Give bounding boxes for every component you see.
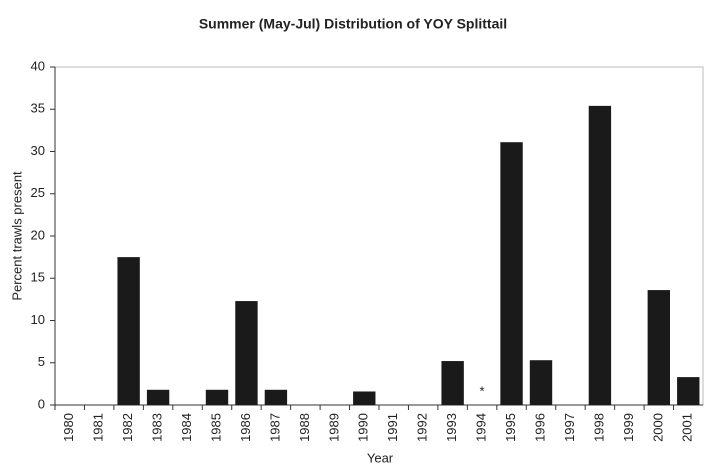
y-axis-label: Percent trawls present <box>9 171 24 301</box>
chart-title: Summer (May-Jul) Distribution of YOY Spl… <box>199 16 507 32</box>
bar <box>677 377 700 405</box>
bar <box>235 301 258 405</box>
x-tick-label: 2000 <box>650 413 665 442</box>
x-tick-label: 1999 <box>621 413 636 442</box>
bar <box>647 290 671 405</box>
y-tick-label: 25 <box>31 185 45 200</box>
x-tick-label: 1984 <box>179 413 194 442</box>
bar <box>264 389 288 405</box>
x-tick-label: 1982 <box>120 413 135 442</box>
bar <box>117 257 140 405</box>
bar <box>529 360 553 405</box>
bar <box>588 105 612 406</box>
bar <box>441 361 464 405</box>
x-tick-label: 1986 <box>238 413 253 442</box>
y-tick-label: 10 <box>31 312 45 327</box>
x-tick-label: 1991 <box>385 413 400 442</box>
y-tick-label: 0 <box>38 396 45 411</box>
x-tick-label: 1988 <box>297 413 312 442</box>
x-tick-label: 1994 <box>474 413 489 442</box>
y-tick-label: 5 <box>38 354 45 369</box>
y-tick-label: 20 <box>31 227 45 242</box>
x-tick-label: 1987 <box>267 413 282 442</box>
y-tick-label: 15 <box>31 270 45 285</box>
x-tick-label: 1989 <box>326 413 341 442</box>
x-tick-label: 1997 <box>562 413 577 442</box>
bar <box>500 142 523 405</box>
x-tick-label: 1990 <box>356 413 371 442</box>
x-tick-label: 1995 <box>503 413 518 442</box>
y-tick-label: 30 <box>31 143 45 158</box>
x-tick-label: 1983 <box>150 413 165 442</box>
bar <box>205 389 229 405</box>
annotation: * <box>480 383 485 398</box>
x-tick-label: 1981 <box>91 413 106 442</box>
x-tick-label: 1985 <box>208 413 223 442</box>
bar <box>146 389 170 405</box>
x-axis-label: Year <box>367 450 394 465</box>
x-tick-label: 1980 <box>61 413 76 442</box>
x-tick-label: 1992 <box>415 413 430 442</box>
x-tick-label: 2001 <box>680 413 695 442</box>
y-tick-label: 35 <box>31 101 45 116</box>
bar <box>353 391 376 405</box>
x-tick-label: 1998 <box>591 413 606 442</box>
x-tick-label: 1996 <box>532 413 547 442</box>
y-tick-label: 40 <box>31 58 45 73</box>
x-tick-label: 1993 <box>444 413 459 442</box>
